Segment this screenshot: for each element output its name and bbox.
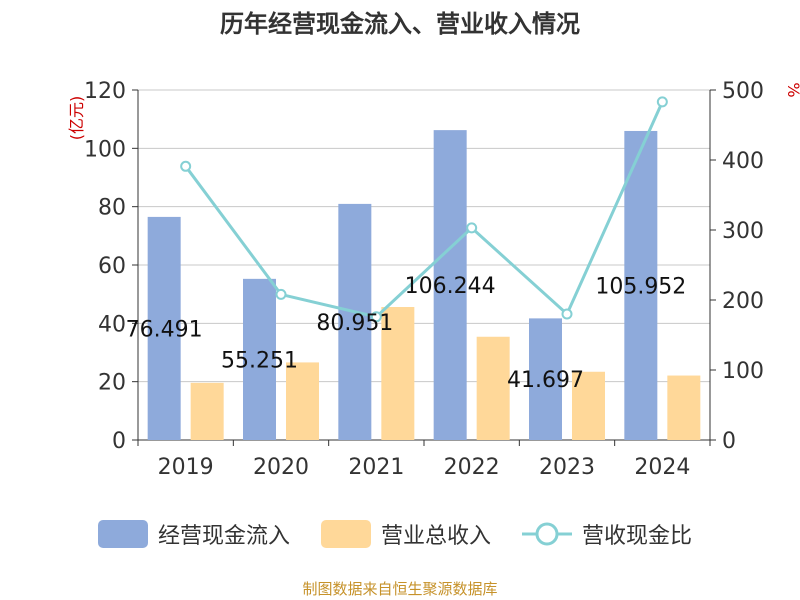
point-cash-ratio (656, 96, 668, 108)
y-left-tick-label: 40 (98, 312, 126, 337)
y-right-tick-label: 100 (722, 359, 764, 384)
data-label-cash-inflow: 55.251 (221, 348, 298, 373)
chart-legend: 经营现金流入 营业总收入 营收现金比 (0, 516, 800, 556)
y-right-tick-label: 300 (722, 219, 764, 244)
legend-swatch-revenue (321, 520, 371, 548)
legend-label-revenue: 营业总收入 (381, 524, 492, 549)
line-cash-ratio (184, 101, 664, 319)
x-tick-label: 2021 (348, 455, 404, 480)
x-tick-label: 2024 (634, 455, 690, 480)
bar-revenue (381, 307, 415, 440)
x-tick-label: 2022 (444, 455, 500, 480)
legend-item-cash-ratio[interactable]: 营收现金比 (522, 516, 692, 552)
point-cash-ratio (370, 311, 382, 323)
data-label-cash-inflow: 80.951 (316, 311, 393, 336)
y-left-tick-label: 20 (98, 371, 126, 396)
source-note: 制图数据来自恒生聚源数据库 (302, 580, 498, 598)
x-tick-label: 2019 (158, 455, 214, 480)
point-cash-ratio (466, 222, 478, 234)
y-left-tick-label: 60 (98, 254, 126, 279)
legend-swatch-cash-ratio (522, 522, 572, 546)
legend-label-cash-inflow: 经营现金流入 (158, 524, 291, 549)
chart-title: 历年经营现金流入、营业收入情况 (220, 10, 580, 38)
bar-cash-inflow (338, 203, 372, 440)
bar-revenue (286, 362, 319, 440)
bar-cash-inflow (147, 216, 181, 440)
data-label-cash-inflow: 76.491 (126, 317, 203, 342)
bar-cash-inflow (529, 318, 562, 440)
bar-revenue (190, 382, 224, 440)
y-left-tick-label: 0 (112, 429, 126, 454)
bar-cash-inflow (433, 130, 467, 440)
y-right-tick-label: 400 (722, 149, 764, 174)
data-label-cash-inflow: 106.244 (405, 274, 496, 299)
data-label-cash-inflow: 105.952 (595, 274, 686, 299)
x-tick-label: 2023 (539, 455, 595, 480)
point-cash-ratio (561, 308, 573, 320)
point-cash-ratio (180, 160, 192, 172)
y-right-tick-label: 200 (722, 289, 764, 314)
y-left-unit-label: (亿元) (67, 96, 86, 141)
y-right-tick-label: 500 (722, 79, 764, 104)
chart-canvas: 0 20 40 60 80 100 120 0 100 200 300 400 500 (亿元)% 2019… (67, 79, 800, 480)
legend-label-cash-ratio: 营收现金比 (582, 524, 693, 549)
point-cash-ratio (275, 288, 287, 300)
y-left-tick-label: 120 (84, 79, 126, 104)
legend-item-cash-inflow[interactable]: 经营现金流入 (98, 516, 290, 552)
y-right-unit-label: % (784, 82, 800, 97)
bar-revenue (572, 371, 605, 440)
y-right-tick-label: 0 (722, 429, 736, 454)
data-label-cash-inflow: 41.697 (507, 368, 584, 393)
legend-item-revenue[interactable]: 营业总收入 (321, 516, 491, 552)
bar-cash-inflow (243, 278, 276, 440)
y-left-tick-label: 80 (98, 196, 126, 221)
bar-cash-inflow (624, 130, 658, 440)
bar-revenue (476, 336, 510, 440)
bar-revenue (667, 375, 701, 440)
x-tick-label: 2020 (253, 455, 309, 480)
y-left-tick-label: 100 (84, 137, 126, 162)
legend-swatch-cash-inflow (98, 520, 148, 548)
